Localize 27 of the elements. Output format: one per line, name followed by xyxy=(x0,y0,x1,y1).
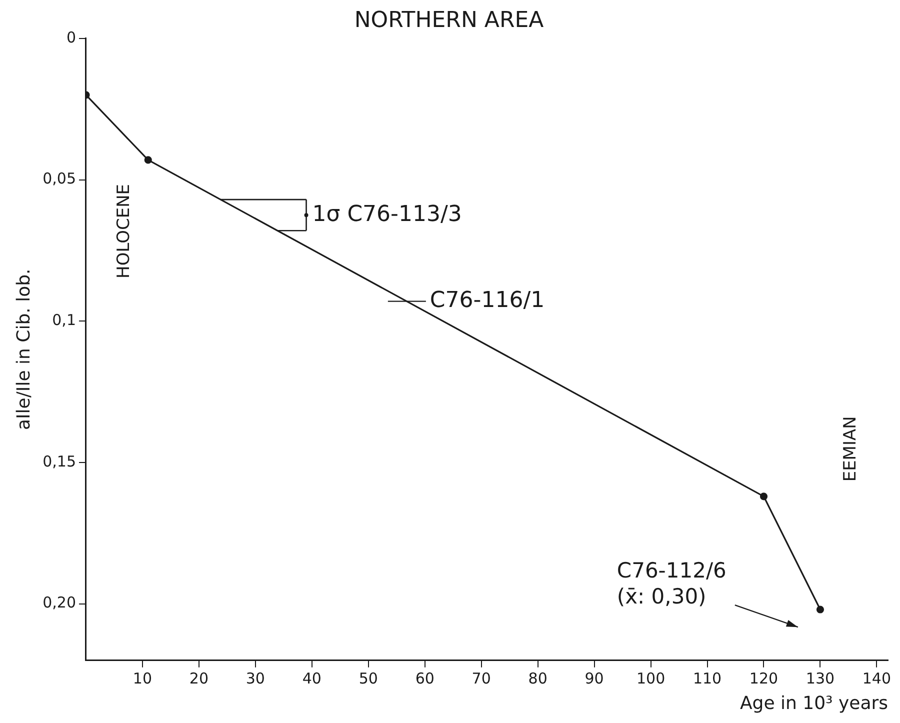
x-tick-label: 40 xyxy=(302,669,322,688)
y-tick-label: 0,1 xyxy=(52,311,76,330)
x-tick-label: 100 xyxy=(636,669,666,688)
x-tick-label: 50 xyxy=(358,669,378,688)
annotation: 1σ C76-113/3 xyxy=(312,202,462,227)
x-axis-title: Age in 10³ years xyxy=(740,692,888,714)
annotation: EEMIAN xyxy=(840,416,861,482)
x-tick-label: 80 xyxy=(528,669,548,688)
annotation: C76-116/1 xyxy=(430,288,545,314)
y-tick-label: 0,05 xyxy=(42,170,76,188)
x-tick-label: 60 xyxy=(415,669,434,688)
x-tick-label: 20 xyxy=(189,669,209,688)
chart-title: NORTHERN AREA xyxy=(354,8,544,33)
y-tick-label: 0 xyxy=(66,28,76,46)
annotation: HOLOCENE xyxy=(114,184,134,278)
x-tick-label: 10 xyxy=(132,669,152,688)
x-tick-label: 140 xyxy=(862,669,892,688)
x-tick-label: 90 xyxy=(584,669,604,688)
x-tick-label: 110 xyxy=(692,669,722,688)
y-axis-title: aIle/Ile in Cib. lob. xyxy=(13,268,34,430)
x-tick-label: 120 xyxy=(749,669,778,688)
x-tick-label: 70 xyxy=(472,669,491,688)
annotation: C76-112/6 (x̄: 0,30) xyxy=(616,558,726,609)
x-tick-label: 130 xyxy=(806,669,835,688)
y-tick-label: 0,15 xyxy=(42,452,76,470)
y-tick-label: 0,20 xyxy=(42,594,76,612)
x-tick-label: 30 xyxy=(246,669,265,688)
